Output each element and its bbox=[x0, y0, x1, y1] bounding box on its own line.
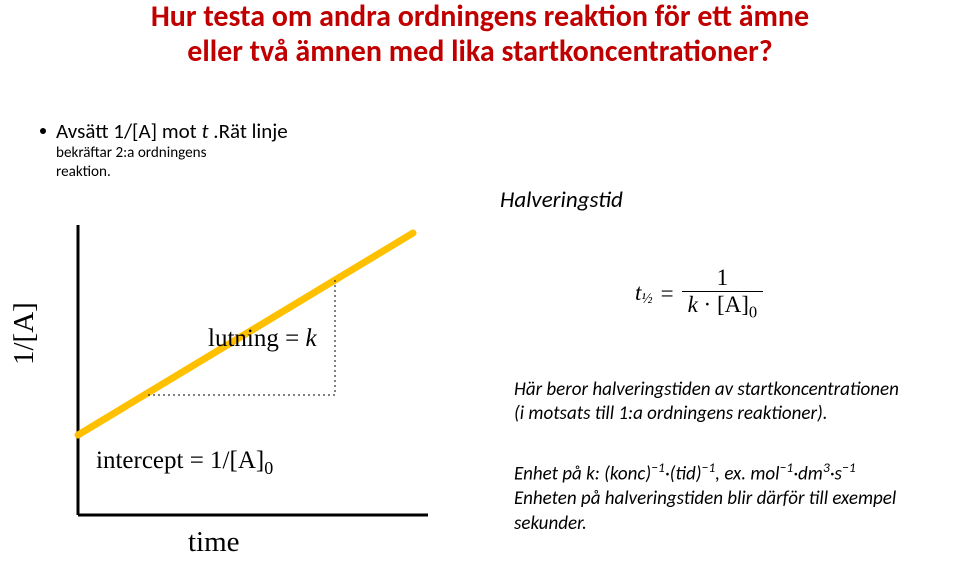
formula-num: 1 bbox=[711, 266, 735, 291]
explain-2: Enhet på k: (konc)−1·(tid)−1, ex. mol−1·… bbox=[514, 459, 944, 536]
bullet-dot bbox=[40, 128, 46, 134]
bullet-t: t bbox=[201, 118, 213, 144]
formula-fraction: 1 k · [A]0 bbox=[682, 266, 764, 321]
e2-c: ·(tid) bbox=[665, 462, 702, 485]
den-Asub: 0 bbox=[749, 303, 757, 322]
x-axis-label: time bbox=[188, 526, 240, 559]
e2-s5: −1 bbox=[842, 459, 856, 476]
half-life-formula: t½ = 1 k · [A]0 bbox=[635, 266, 763, 321]
e2-s3: −1 bbox=[779, 459, 793, 476]
formula-half: ½ bbox=[641, 291, 652, 307]
bullet-rest: .Rät linje bbox=[213, 118, 288, 144]
y-axis-label: 1/[A] bbox=[8, 302, 41, 365]
bullet-main: Avsätt 1/[A] mot bbox=[56, 118, 201, 144]
halveringstid-title: Halveringstid bbox=[500, 186, 623, 214]
e2-line3: sekunder. bbox=[514, 512, 587, 535]
e2-s1: −1 bbox=[651, 459, 665, 476]
slope-label: lutning = k bbox=[208, 325, 317, 353]
e2-s4: 3 bbox=[823, 459, 830, 476]
intercept-label: intercept = 1/[A]0 bbox=[96, 447, 273, 479]
bullet-block: Avsätt 1/[A] mot t .Rät linje bekräftar … bbox=[40, 118, 410, 182]
bullet-text: Avsätt 1/[A] mot t .Rät linje bekräftar … bbox=[56, 118, 288, 182]
lutning-text: lutning = bbox=[208, 325, 305, 352]
explain1-a: Här beror halveringstiden av startkoncen… bbox=[514, 378, 899, 401]
chart-svg bbox=[18, 225, 438, 560]
title: Hur testa om andra ordningens reaktion f… bbox=[0, 0, 960, 69]
den-k: k bbox=[688, 292, 698, 317]
title-line2: eller två ämnen med lika startkoncentrat… bbox=[0, 35, 960, 70]
explain1-b: (i motsats till 1:a ordningens reaktione… bbox=[514, 402, 828, 425]
e2-b: (konc) bbox=[600, 462, 651, 485]
formula-den: k · [A]0 bbox=[682, 291, 764, 321]
e2-e: ·dm bbox=[793, 462, 823, 485]
bullet-sub1: bekräftar 2:a ordningens bbox=[56, 144, 288, 163]
title-line1: Hur testa om andra ordningens reaktion f… bbox=[0, 0, 960, 35]
chart: 1/[A] time lutning = k intercept = 1/[A]… bbox=[18, 225, 438, 560]
intercept-sub: 0 bbox=[264, 458, 273, 478]
e2-k: k: bbox=[586, 462, 600, 485]
intercept-text: intercept = 1/[A] bbox=[96, 447, 264, 474]
e2-a: Enhet på bbox=[514, 462, 586, 485]
e2-line2: Enheten på halveringstiden blir därför t… bbox=[514, 487, 896, 510]
den-dot: · bbox=[698, 292, 717, 317]
lutning-k: k bbox=[305, 325, 316, 352]
e2-s2: −1 bbox=[702, 459, 716, 476]
formula-equals: = bbox=[661, 281, 674, 307]
den-A: [A] bbox=[717, 292, 749, 317]
e2-f: ·s bbox=[830, 462, 842, 485]
bullet-sub2: reaktion. bbox=[56, 163, 288, 182]
formula-lhs: t½ bbox=[635, 280, 653, 308]
explain-1: Här beror halveringstiden av startkoncen… bbox=[514, 378, 944, 426]
e2-d: , ex. mol bbox=[715, 462, 779, 485]
